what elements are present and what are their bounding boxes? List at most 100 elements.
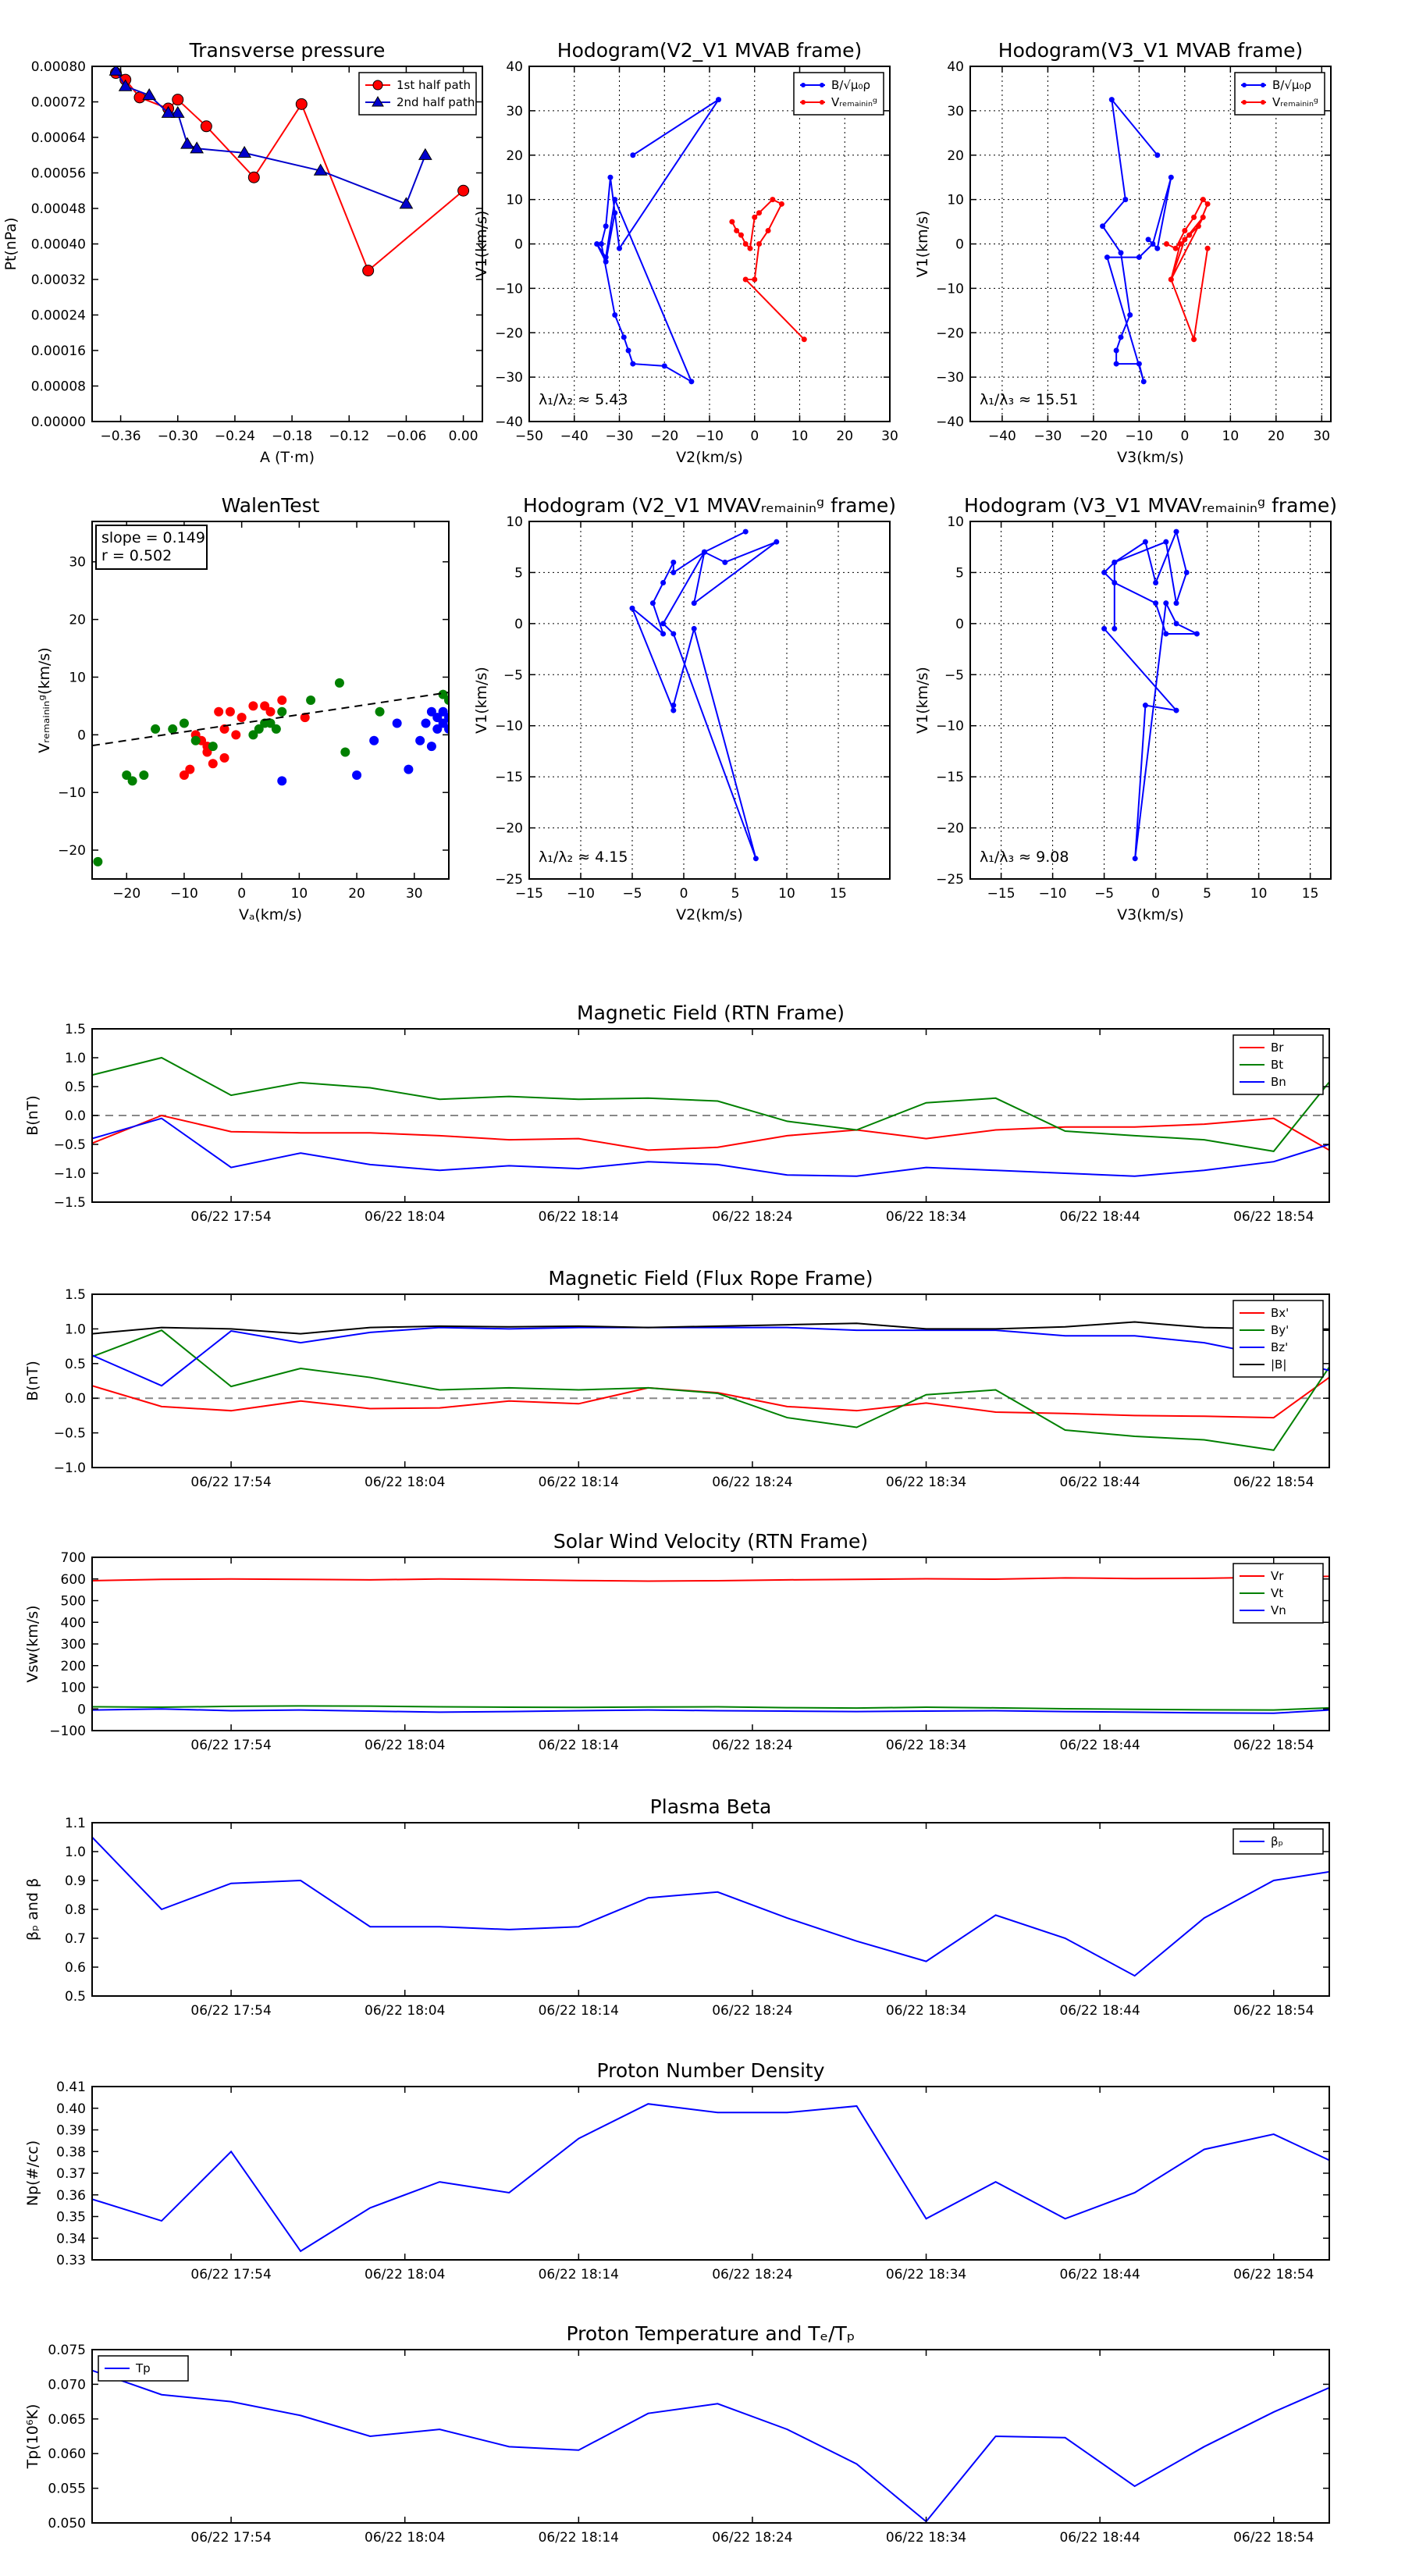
- data-point: [1163, 241, 1169, 247]
- x-tick-label: 06/22 17:54: [190, 2003, 271, 2019]
- legend-label: B/√μ₀ρ: [831, 78, 870, 92]
- scatter-point: [426, 706, 436, 717]
- legend-marker: [820, 100, 824, 105]
- y-tick-label: 0.5: [65, 1989, 86, 2005]
- data-point: [603, 223, 609, 229]
- chart-title: Transverse pressure: [189, 39, 386, 62]
- scatter-point: [426, 742, 436, 752]
- scatter-point: [340, 747, 350, 757]
- data-point: [1112, 625, 1118, 632]
- x-tick-label: 06/22 18:44: [1059, 2267, 1140, 2282]
- y-tick-label: 0: [514, 237, 523, 253]
- scatter-point: [190, 735, 201, 745]
- x-tick-label: −40: [560, 429, 589, 444]
- data-point: [1163, 600, 1169, 607]
- x-tick-label: 10: [291, 886, 308, 902]
- data-point: [598, 241, 604, 247]
- data-point: [172, 94, 184, 106]
- plot-area: [92, 2103, 1329, 2253]
- legend-label: 2nd half path: [397, 95, 475, 109]
- y-tick-label: −25: [936, 872, 964, 888]
- scatter-point: [352, 770, 362, 781]
- data-point: [722, 559, 728, 565]
- data-point: [630, 361, 636, 367]
- plot-area: [1101, 528, 1200, 862]
- scatter-point: [404, 764, 414, 774]
- fit-stat-text: slope = 0.149: [101, 529, 205, 546]
- x-tick-label: 06/22 18:44: [1059, 1209, 1140, 1225]
- data-point: [629, 605, 635, 611]
- y-tick-label: 10: [947, 514, 964, 530]
- data-point: [1191, 336, 1197, 343]
- scatter-point: [127, 776, 137, 786]
- data-point: [1112, 559, 1118, 565]
- data-point: [1132, 856, 1138, 862]
- x-tick-label: −0.06: [386, 429, 426, 444]
- y-tick-label: 5: [514, 565, 523, 581]
- y-axis-label: Vsw(km/s): [24, 1605, 41, 1682]
- y-tick-label: 10: [69, 670, 86, 685]
- legend-label: βₚ: [1271, 1834, 1283, 1848]
- scatter-point: [248, 730, 258, 740]
- y-tick-label: −40: [495, 415, 523, 430]
- x-axis-label: V2(km/s): [676, 449, 743, 466]
- x-tick-label: 20: [348, 886, 365, 902]
- x-tick-label: −50: [515, 429, 543, 444]
- data-point: [1108, 97, 1115, 103]
- data-point: [742, 241, 749, 247]
- axes-frame: [91, 2349, 1330, 2524]
- plot-area: [92, 2369, 1329, 2523]
- data-point: [1140, 379, 1147, 385]
- data-point: [738, 232, 744, 238]
- scatter-point: [208, 742, 218, 752]
- legend: [358, 72, 477, 116]
- x-tick-label: −20: [650, 429, 678, 444]
- chart-title: Solar Wind Velocity (RTN Frame): [553, 1530, 868, 1553]
- data-point: [1127, 312, 1133, 318]
- hodogram-v3v1-mvab-chart: Hodogram(V3_V1 MVAB frame) −40 −30 −20 −10 0 1…: [914, 39, 1332, 466]
- scatter-point: [185, 764, 195, 774]
- legend-label: Vt: [1271, 1586, 1283, 1600]
- eigenvalue-ratio-label: λ₁/λ₃ ≈ 15.51: [980, 391, 1079, 408]
- y-tick-label: −10: [495, 281, 523, 297]
- x-tick-label: 06/22 18:24: [712, 2267, 792, 2282]
- y-tick-label: 10: [506, 514, 523, 530]
- series-bz-line: [92, 1326, 1329, 1387]
- y-tick-label: −15: [936, 770, 964, 785]
- data-point: [603, 254, 609, 261]
- series-b-line: [92, 1321, 1329, 1335]
- x-tick-label: 06/22 18:14: [539, 2530, 619, 2546]
- data-point: [1204, 245, 1211, 251]
- scatter-point: [432, 724, 443, 734]
- series-bt-line: [92, 1056, 1329, 1152]
- data-point: [1173, 621, 1179, 627]
- chart-title: WalenTest: [222, 494, 320, 517]
- series-bn-line: [92, 1117, 1329, 1177]
- x-tick-label: 06/22 18:04: [365, 1738, 445, 1753]
- legend-label: Vn: [1271, 1603, 1286, 1617]
- y-tick-label: −0.5: [54, 1137, 86, 1153]
- axes-frame: [91, 66, 483, 422]
- y-tick-label: 0.40: [56, 2101, 86, 2117]
- y-tick-label: 30: [69, 555, 86, 571]
- y-tick-label: 500: [61, 1594, 86, 1610]
- y-tick-label: 0.00016: [31, 343, 86, 359]
- x-tick-label: −10: [695, 429, 724, 444]
- scatter-point: [277, 706, 287, 717]
- x-tick-label: −40: [988, 429, 1016, 444]
- series-vt-line: [92, 1705, 1329, 1711]
- y-axis-label: βₚ and β: [24, 1878, 41, 1941]
- data-point: [612, 312, 618, 318]
- plot-area: [1100, 97, 1211, 385]
- axes-frame: [528, 66, 891, 422]
- data-point: [108, 66, 123, 76]
- y-tick-label: 40: [947, 59, 964, 75]
- y-tick-label: 0.8: [65, 1902, 86, 1918]
- y-tick-label: −25: [495, 872, 523, 888]
- y-tick-label: 0.39: [56, 2123, 86, 2139]
- axes-frame: [969, 521, 1332, 880]
- x-tick-label: 10: [1222, 429, 1240, 444]
- x-tick-label: −5: [622, 886, 642, 902]
- x-tick-label: −10: [170, 886, 198, 902]
- y-tick-label: 0.075: [48, 2343, 86, 2358]
